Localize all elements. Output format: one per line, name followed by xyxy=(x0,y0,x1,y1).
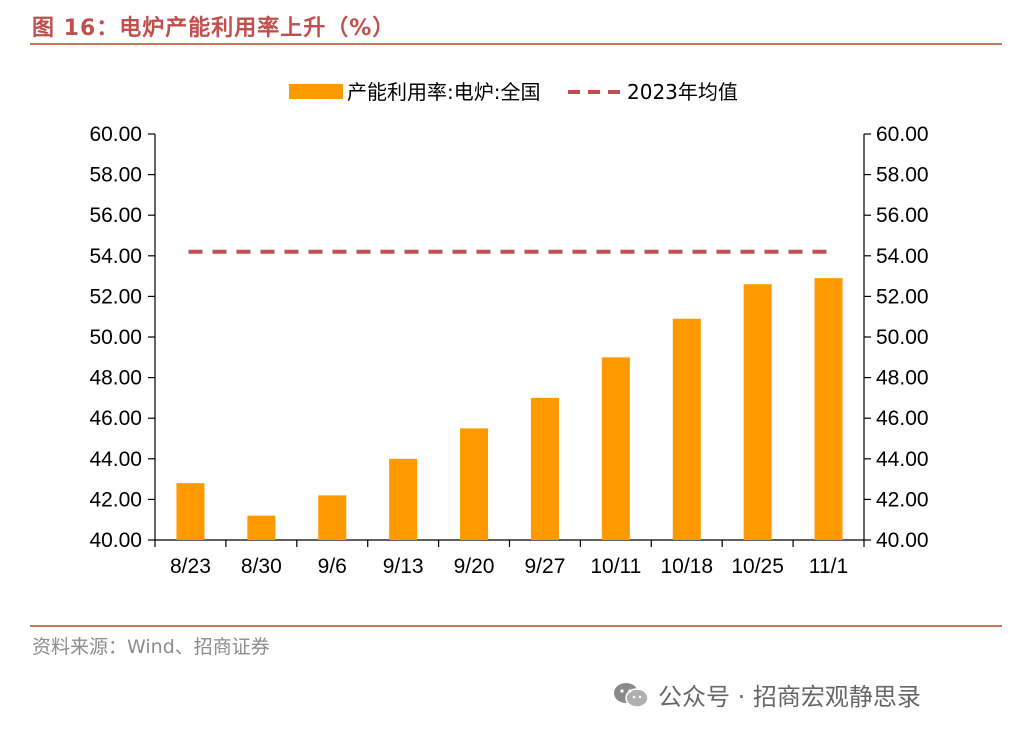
y-tick-label-left: 48.00 xyxy=(89,367,142,390)
y-tick-label-right: 46.00 xyxy=(876,407,929,430)
bar xyxy=(672,318,701,540)
y-tick-label-right: 58.00 xyxy=(876,164,929,187)
bar xyxy=(460,428,489,540)
y-tick-label-left: 60.00 xyxy=(89,123,142,146)
bar xyxy=(247,515,276,540)
x-tick-label: 10/18 xyxy=(660,555,713,578)
bar xyxy=(389,458,418,540)
y-tick-label-right: 54.00 xyxy=(876,245,929,268)
bar xyxy=(318,495,347,540)
bar xyxy=(530,397,559,540)
legend-swatch-bar xyxy=(289,84,343,99)
title-divider xyxy=(30,43,1002,45)
page-title: 图 16：电炉产能利用率上升（%） xyxy=(32,16,396,41)
x-tick-label: 9/6 xyxy=(318,555,347,578)
x-tick-label: 9/20 xyxy=(454,555,495,578)
wechat-icon xyxy=(614,682,649,708)
y-tick-label-left: 52.00 xyxy=(89,285,142,308)
bar xyxy=(176,483,205,540)
legend-label-avg: 2023年均值 xyxy=(627,80,738,104)
y-tick-label-right: 48.00 xyxy=(876,367,929,390)
y-tick-label-left: 46.00 xyxy=(89,407,142,430)
axis-labels: 40.00 42.00 44.00 46.00 48.00 50.00 52.00 54.00… xyxy=(89,123,928,578)
x-tick-label: 9/13 xyxy=(383,555,424,578)
y-tick-label-left: 50.00 xyxy=(89,326,142,349)
y-tick-label-right: 44.00 xyxy=(876,448,929,471)
legend-label-bar: 产能利用率:电炉:全国 xyxy=(347,80,540,104)
bar xyxy=(814,278,843,540)
bar xyxy=(601,357,630,540)
legend: 产能利用率:电炉:全国 2023年均值 xyxy=(289,80,738,104)
source-note: 资料来源：Wind、招商证券 xyxy=(32,636,270,658)
y-tick-label-right: 50.00 xyxy=(876,326,929,349)
y-tick-label-left: 42.00 xyxy=(89,488,142,511)
bar xyxy=(743,284,772,540)
y-tick-label-right: 56.00 xyxy=(876,204,929,227)
y-tick-label-left: 40.00 xyxy=(89,529,142,552)
y-tick-label-right: 42.00 xyxy=(876,488,929,511)
x-tick-label: 8/23 xyxy=(170,555,211,578)
x-tick-label: 11/1 xyxy=(809,555,848,578)
y-tick-label-right: 52.00 xyxy=(876,285,929,308)
x-tick-label: 10/11 xyxy=(590,555,641,578)
y-tick-label-right: 60.00 xyxy=(876,123,929,146)
x-tick-label: 8/30 xyxy=(241,555,282,578)
x-tick-label: 10/25 xyxy=(731,555,784,578)
bars xyxy=(176,278,843,540)
y-tick-label-left: 44.00 xyxy=(89,448,142,471)
y-tick-label-left: 54.00 xyxy=(89,245,142,268)
x-tick-label: 9/27 xyxy=(525,555,566,578)
y-tick-label-right: 40.00 xyxy=(876,529,929,552)
footer-divider xyxy=(30,625,1002,627)
watermark: 公众号 · 招商宏观静思录 xyxy=(612,677,921,712)
y-tick-label-left: 56.00 xyxy=(89,204,142,227)
y-tick-label-left: 58.00 xyxy=(89,164,142,187)
watermark-text: 公众号 · 招商宏观静思录 xyxy=(658,683,921,711)
